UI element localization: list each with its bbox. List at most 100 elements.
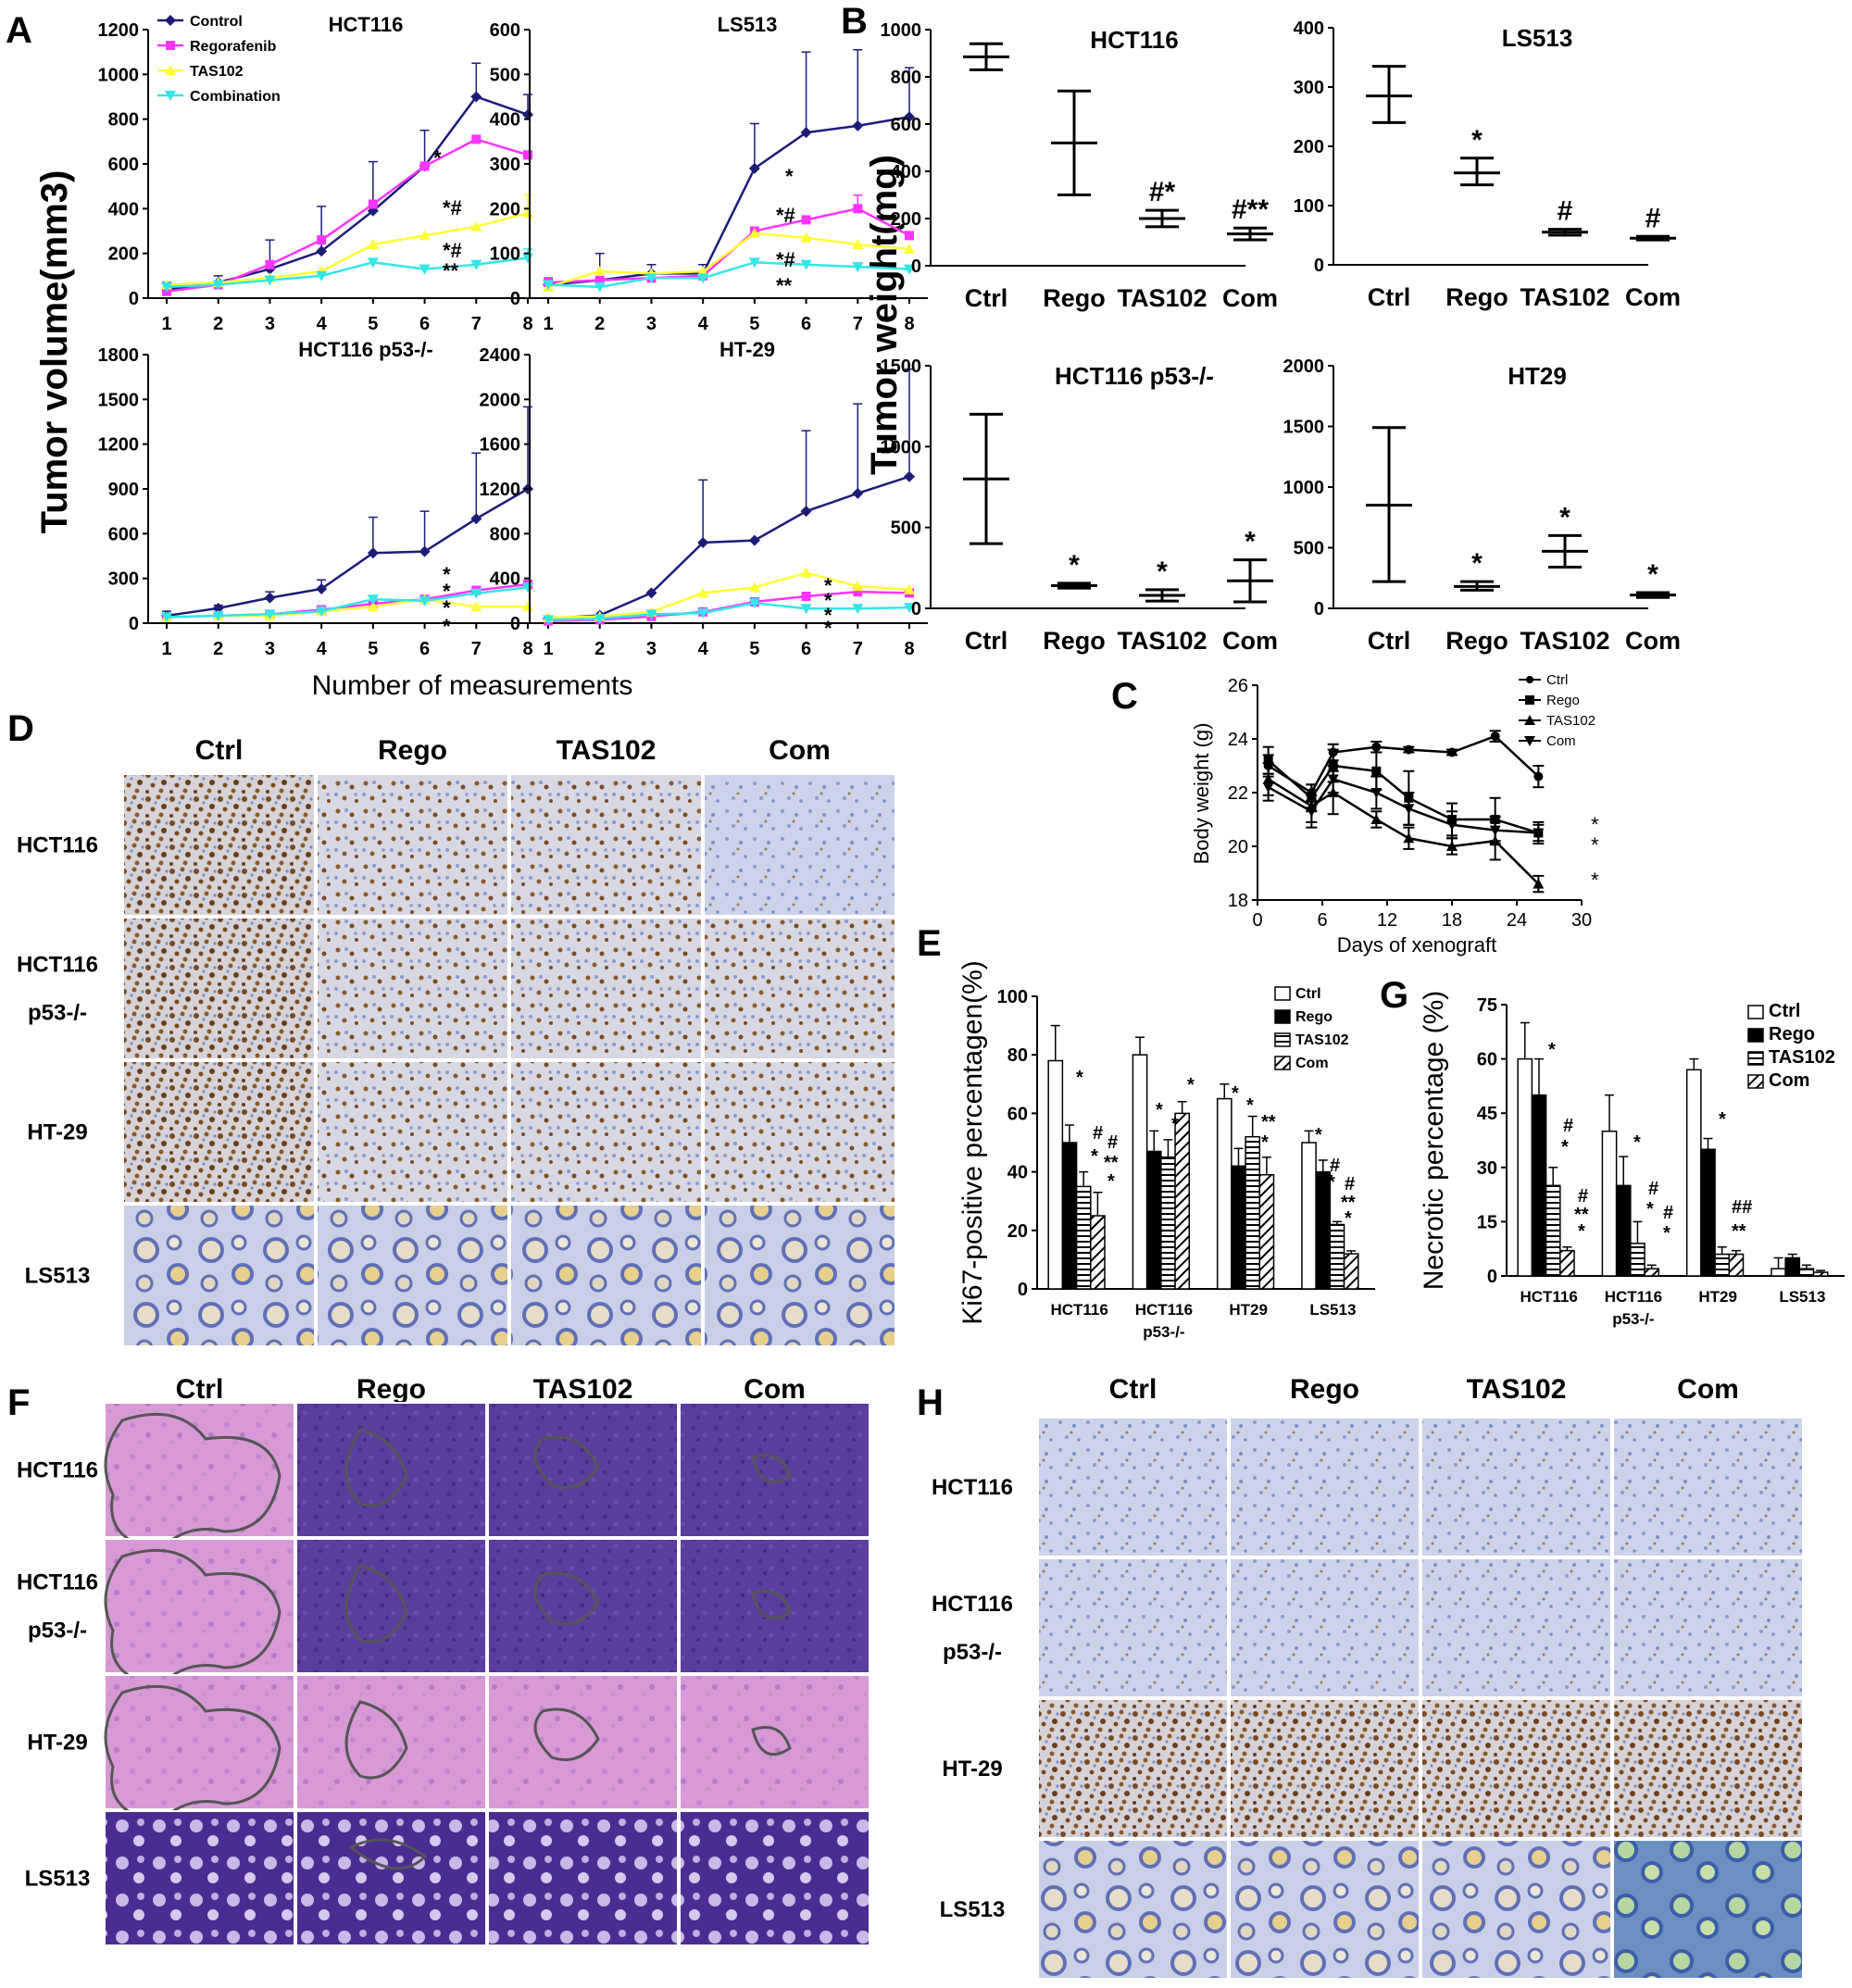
micrograph-image	[703, 917, 896, 1060]
y-tick-label: 1500	[98, 390, 140, 410]
chart-title: LS513	[1502, 24, 1573, 52]
x-tick-label: 7	[471, 639, 482, 659]
category-label: Rego	[1043, 284, 1106, 312]
significance-mark: *	[1471, 125, 1483, 156]
data-point	[852, 604, 864, 615]
significance-mark: *	[824, 604, 832, 627]
column-header: Com	[744, 1374, 806, 1405]
y-tick-label: 2400	[480, 345, 521, 366]
x-tick-label: 5	[749, 314, 759, 334]
micrograph-image	[679, 1810, 870, 1946]
legend-swatch	[1747, 1005, 1764, 1019]
b-ylabel: Tumor weight(mg)	[864, 155, 905, 475]
x-tick-label: 3	[646, 314, 657, 334]
series-line-combination	[547, 601, 910, 621]
y-tick-label: 400	[891, 162, 921, 182]
significance-mark: *	[1069, 550, 1080, 581]
x-tick-label: 6	[801, 314, 811, 334]
data-point	[264, 592, 276, 604]
data-point	[748, 257, 760, 269]
chart-c-body-weight: 18 20 22 24 26 0 6 12 18 24 30 Days of xenograft Bod…	[1190, 672, 1599, 956]
series-line-combination	[166, 586, 529, 619]
significance-mark: **	[776, 274, 793, 297]
data-point	[1447, 747, 1457, 757]
x-tick-label: 5	[368, 639, 378, 659]
y-tick-label: 1000	[881, 20, 922, 41]
y-tick-label: 1500	[881, 356, 922, 377]
row-label: p53-/-	[28, 1619, 87, 1644]
data-point	[1533, 771, 1544, 781]
x-tick-label: 7	[853, 314, 863, 334]
significance-mark: **	[1732, 1221, 1746, 1242]
data-point	[852, 239, 864, 249]
x-tick-label: 6	[1317, 910, 1327, 931]
column-header: Com	[1677, 1374, 1739, 1405]
data-point	[697, 273, 709, 284]
data-point	[470, 259, 482, 270]
data-point	[470, 91, 482, 103]
bar-com	[1090, 1215, 1106, 1290]
data-point	[800, 567, 812, 578]
x-tick-label: 7	[471, 314, 482, 334]
legend-swatch	[1747, 1028, 1764, 1043]
x-tick-label: 4	[698, 314, 709, 334]
column-header: TAS102	[1467, 1374, 1567, 1405]
series-line-control	[547, 116, 910, 286]
significance-mark: #	[1107, 1132, 1118, 1153]
significance-mark: *	[824, 589, 832, 612]
chart-a-hct116-p53: 0 300 600 900 1200 1500 1800 1 2 3 4 5 6 7 8 HCT116 p53…	[98, 338, 546, 659]
significance-mark: *	[824, 617, 832, 640]
legend-label: Rego	[1546, 693, 1580, 708]
y-tick-label: 0	[911, 599, 921, 619]
y-axis-title: Necrotic percentage (%)	[1419, 991, 1449, 1290]
x-tick-label: 6	[801, 639, 811, 659]
micrograph-image	[316, 773, 509, 917]
legend-label: Ctrl	[1295, 986, 1321, 1002]
data-point	[419, 161, 430, 171]
y-tick-label: 0	[1018, 1280, 1028, 1300]
y-tick-label: 80	[1007, 1045, 1028, 1066]
micrograph-image	[703, 773, 896, 917]
x-tick-label: 2	[213, 314, 223, 334]
bar-tas102	[1545, 1184, 1561, 1277]
significance-mark: #	[1578, 1186, 1588, 1207]
y-tick-label: 800	[891, 68, 921, 88]
micrograph-image	[1420, 1839, 1612, 1980]
legend-label: Com	[1769, 1070, 1809, 1091]
y-tick-label: 22	[1228, 783, 1248, 804]
series-line-combination	[547, 261, 910, 289]
chart-b-hct116-p53: 0 500 1000 1500 HCT116 p53-/- Ctrl Rego * TAS102…	[881, 356, 1279, 655]
y-tick-label: 0	[510, 614, 520, 634]
category-label: Ctrl	[1368, 627, 1411, 655]
micrograph-image	[1037, 1417, 1229, 1557]
micrograph-image	[104, 1402, 295, 1538]
y-axis-title: Ki67-positive percentagen(%)	[957, 960, 988, 1325]
y-tick-label: 800	[490, 524, 520, 544]
data-point	[697, 537, 709, 548]
chart-b-ht29: 0 500 1000 1500 2000 HT29 Ctrl Rego * TAS102 * Com *	[1283, 356, 1682, 655]
x-tick-label: 6	[419, 314, 430, 334]
micrograph-image	[122, 1204, 316, 1347]
significance-mark: #	[1563, 1116, 1573, 1136]
micrograph-image	[679, 1402, 870, 1538]
necrosis-outline	[344, 1428, 408, 1507]
significance-mark: **	[1341, 1193, 1356, 1213]
data-point	[543, 615, 554, 626]
data-point	[212, 602, 224, 614]
bar-rego	[1615, 1184, 1632, 1277]
legend-label: Com	[1295, 1056, 1329, 1071]
data-point	[419, 230, 431, 241]
bar-com	[1174, 1112, 1190, 1290]
necrosis-outline	[751, 1726, 792, 1757]
y-tick-label: 1800	[98, 345, 140, 366]
x-tick-label: 8	[522, 639, 532, 659]
significance-mark: *	[1471, 548, 1483, 579]
y-tick-label: 60	[1477, 1050, 1497, 1070]
x-tick-label: 8	[904, 314, 914, 334]
x-tick-label: 8	[522, 314, 532, 334]
legend-marker	[165, 91, 176, 101]
column-header: Com	[769, 735, 831, 766]
micrograph-image	[509, 773, 703, 917]
significance-mark: #	[1663, 1203, 1673, 1223]
category-label: Rego	[1445, 627, 1508, 655]
